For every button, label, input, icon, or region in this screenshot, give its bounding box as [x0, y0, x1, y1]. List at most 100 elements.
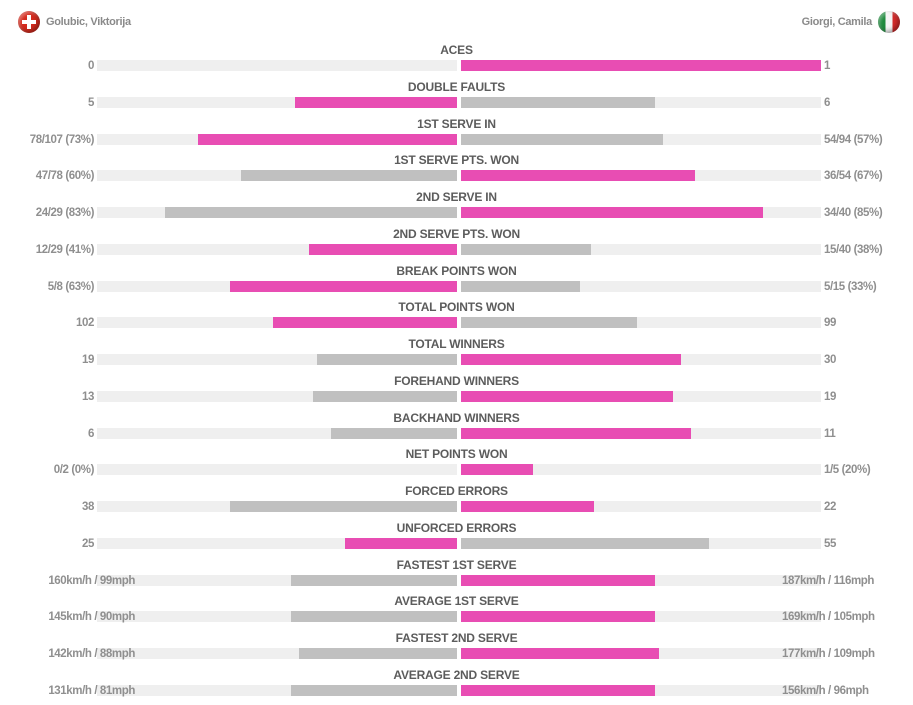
left-bar	[291, 575, 457, 586]
stat-label: FASTEST 2ND SERVE	[395, 631, 518, 645]
right-value: 5/15 (33%)	[824, 281, 877, 293]
right-value: 99	[824, 317, 836, 329]
stat-label: 2ND SERVE PTS. WON	[393, 227, 520, 241]
right-bar	[461, 281, 580, 292]
stat-label: 1ST SERVE PTS. WON	[394, 153, 519, 167]
right-bar	[461, 428, 691, 439]
left-value: 13	[82, 391, 94, 403]
left-bar	[241, 170, 457, 181]
left-value: 5/8 (63%)	[47, 281, 95, 293]
stat-label: BACKHAND WINNERS	[393, 411, 520, 425]
player-right: Giorgi, Camila	[802, 10, 900, 34]
left-bar	[273, 317, 457, 328]
left-bar	[317, 354, 457, 365]
right-bar	[461, 464, 533, 475]
left-bar	[295, 97, 457, 108]
right-bar	[461, 354, 681, 365]
left-track	[97, 244, 457, 255]
stat-label: DOUBLE FAULTS	[407, 80, 506, 94]
right-track	[461, 281, 821, 292]
left-track	[97, 97, 457, 108]
right-bar	[461, 648, 659, 659]
stat-label: TOTAL POINTS WON	[398, 300, 515, 314]
stat-label: FASTEST 1ST SERVE	[396, 558, 517, 572]
right-bar	[461, 317, 637, 328]
left-value: 5	[88, 97, 94, 109]
right-value: 11	[824, 428, 836, 440]
left-track	[97, 354, 457, 365]
stat-label: ACES	[440, 43, 473, 57]
left-value: 0/2 (0%)	[53, 464, 95, 476]
stat-label: UNFORCED ERRORS	[396, 521, 517, 535]
stat-label: FOREHAND WINNERS	[394, 374, 519, 388]
right-value: 6	[824, 97, 830, 109]
stat-label: TOTAL WINNERS	[408, 337, 505, 351]
right-bar	[461, 538, 709, 549]
right-bar	[461, 60, 821, 71]
left-track	[97, 391, 457, 402]
stat-label: AVERAGE 2ND SERVE	[393, 668, 520, 682]
left-track	[97, 464, 457, 475]
left-value: 25	[82, 538, 94, 550]
left-value: 38	[82, 501, 94, 513]
right-value: 15/40 (38%)	[824, 244, 883, 256]
right-value: 156km/h / 96mph	[782, 685, 869, 697]
right-value: 177km/h / 109mph	[782, 648, 875, 660]
left-value: 47/78 (60%)	[35, 170, 95, 182]
left-value: 0	[88, 60, 94, 72]
right-value: 34/40 (85%)	[824, 207, 883, 219]
right-value: 1	[824, 60, 830, 72]
left-bar	[331, 428, 457, 439]
left-value: 131km/h / 81mph	[48, 685, 135, 697]
right-value: 55	[824, 538, 836, 550]
switzerland-flag-icon	[18, 11, 40, 33]
left-bar	[198, 134, 457, 145]
right-track	[461, 501, 821, 512]
right-value: 54/94 (57%)	[824, 134, 883, 146]
left-value: 145km/h / 90mph	[48, 611, 135, 623]
left-bar	[309, 244, 457, 255]
left-bar	[299, 648, 457, 659]
right-track	[461, 464, 821, 475]
right-bar	[461, 134, 663, 145]
right-value: 36/54 (67%)	[824, 170, 883, 182]
stat-label: FORCED ERRORS	[405, 484, 508, 498]
stat-label: NET POINTS WON	[405, 447, 508, 461]
left-track	[97, 611, 457, 622]
right-value: 1/5 (20%)	[824, 464, 871, 476]
right-track	[461, 244, 821, 255]
right-bar	[461, 501, 594, 512]
left-bar	[165, 207, 457, 218]
right-value: 187km/h / 116mph	[782, 575, 875, 587]
italy-flag-icon	[878, 11, 900, 33]
left-track	[97, 60, 457, 71]
right-value: 169km/h / 105mph	[782, 611, 875, 623]
left-value: 102	[76, 317, 94, 329]
left-bar	[230, 501, 457, 512]
left-bar	[230, 281, 457, 292]
right-bar	[461, 207, 763, 218]
right-bar	[461, 97, 655, 108]
left-value: 6	[88, 428, 94, 440]
stat-label: BREAK POINTS WON	[396, 264, 517, 278]
right-value: 19	[824, 391, 836, 403]
left-value: 78/107 (73%)	[29, 134, 95, 146]
right-track	[461, 317, 821, 328]
left-bar	[313, 391, 457, 402]
stat-label: 2ND SERVE IN	[416, 190, 497, 204]
right-bar	[461, 611, 655, 622]
right-bar	[461, 244, 591, 255]
right-value: 30	[824, 354, 836, 366]
left-track	[97, 575, 457, 586]
left-track	[97, 648, 457, 659]
left-bar	[291, 611, 457, 622]
player-left: Golubic, Viktorija	[18, 10, 131, 34]
right-value: 22	[824, 501, 836, 513]
right-bar	[461, 391, 673, 402]
left-bar	[345, 538, 457, 549]
player-left-name: Golubic, Viktorija	[46, 16, 131, 28]
player-right-name: Giorgi, Camila	[801, 16, 873, 28]
right-bar	[461, 170, 695, 181]
left-track	[97, 538, 457, 549]
